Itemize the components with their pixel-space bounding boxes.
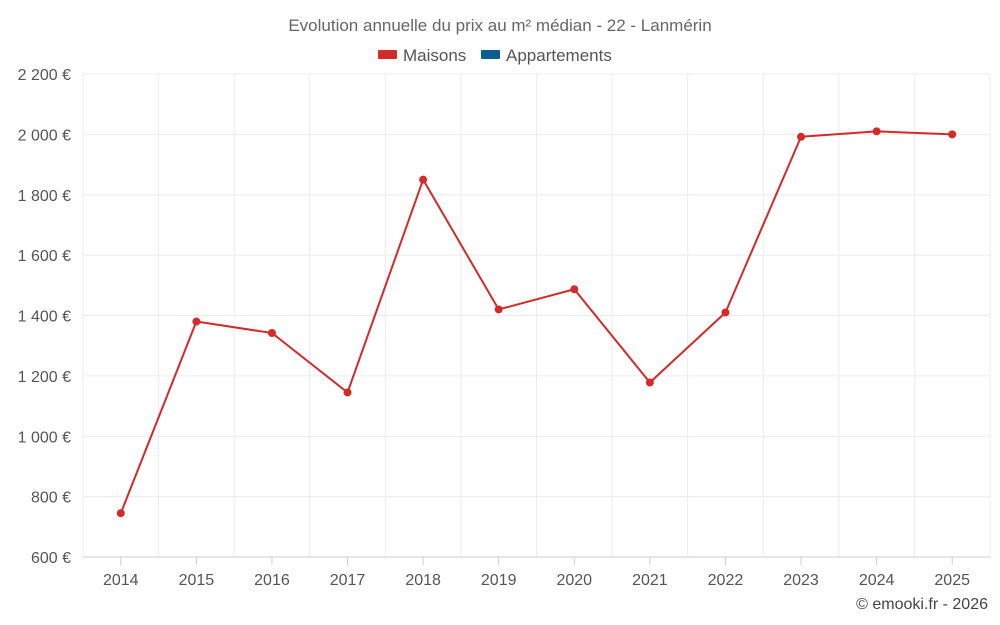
legend-label-appartements: Appartements bbox=[506, 46, 612, 65]
y-tick-label: 1 200 € bbox=[18, 369, 71, 386]
data-point-maisons-2015[interactable] bbox=[192, 317, 201, 326]
series-line-maisons bbox=[119, 130, 953, 514]
y-tick-label: 2 000 € bbox=[18, 127, 71, 144]
data-point-maisons-2018[interactable] bbox=[419, 175, 428, 184]
data-point-maisons-2024[interactable] bbox=[872, 127, 881, 136]
x-tick-label: 2015 bbox=[179, 572, 215, 589]
x-tick-label: 2022 bbox=[708, 572, 744, 589]
x-tick-label: 2017 bbox=[330, 572, 366, 589]
grid bbox=[82, 73, 991, 557]
x-tick-label: 2020 bbox=[556, 572, 592, 589]
x-tick-label: 2018 bbox=[405, 572, 441, 589]
y-tick-label: 1 800 € bbox=[18, 188, 71, 205]
legend-swatch-appartements bbox=[481, 50, 500, 59]
y-tick-label: 1 400 € bbox=[18, 309, 71, 326]
data-point-maisons-2021[interactable] bbox=[645, 378, 654, 387]
data-point-maisons-2017[interactable] bbox=[343, 388, 352, 397]
x-tick-label: 2019 bbox=[481, 572, 517, 589]
x-tick-label: 2021 bbox=[632, 572, 668, 589]
y-tick-label: 1 000 € bbox=[18, 429, 71, 446]
credit-text: © emooki.fr - 2026 bbox=[856, 596, 988, 613]
data-point-maisons-2019[interactable] bbox=[494, 305, 503, 314]
data-point-maisons-2014[interactable] bbox=[116, 509, 125, 518]
y-tick-label: 1 600 € bbox=[18, 248, 71, 265]
y-tick-label: 2 200 € bbox=[18, 67, 71, 84]
axes: 600 € 800 € 1 000 € 1 200 € 1 400 € 1 600 € 1 … bbox=[18, 67, 990, 589]
y-tick-label: 600 € bbox=[31, 550, 71, 567]
data-point-maisons-2023[interactable] bbox=[797, 132, 806, 141]
legend: Maisons Appartements bbox=[378, 46, 612, 65]
data-point-maisons-2022[interactable] bbox=[721, 308, 730, 317]
y-tick-label: 800 € bbox=[31, 490, 71, 507]
data-point-maisons-2016[interactable] bbox=[267, 329, 276, 338]
legend-label-maisons: Maisons bbox=[403, 46, 466, 65]
legend-item-maisons[interactable]: Maisons bbox=[378, 46, 466, 65]
legend-item-appartements[interactable]: Appartements bbox=[481, 46, 612, 65]
series-maisons bbox=[116, 127, 957, 518]
x-tick-label: 2014 bbox=[103, 572, 139, 589]
legend-swatch-maisons bbox=[378, 50, 397, 59]
x-tick-label: 2025 bbox=[934, 572, 970, 589]
x-tick-label: 2023 bbox=[783, 572, 819, 589]
data-point-maisons-2020[interactable] bbox=[570, 285, 579, 294]
x-tick-label: 2024 bbox=[859, 572, 895, 589]
chart-title: Evolution annuelle du prix au m² médian … bbox=[288, 16, 711, 35]
x-tick-label: 2016 bbox=[254, 572, 290, 589]
data-point-maisons-2025[interactable] bbox=[948, 130, 957, 139]
